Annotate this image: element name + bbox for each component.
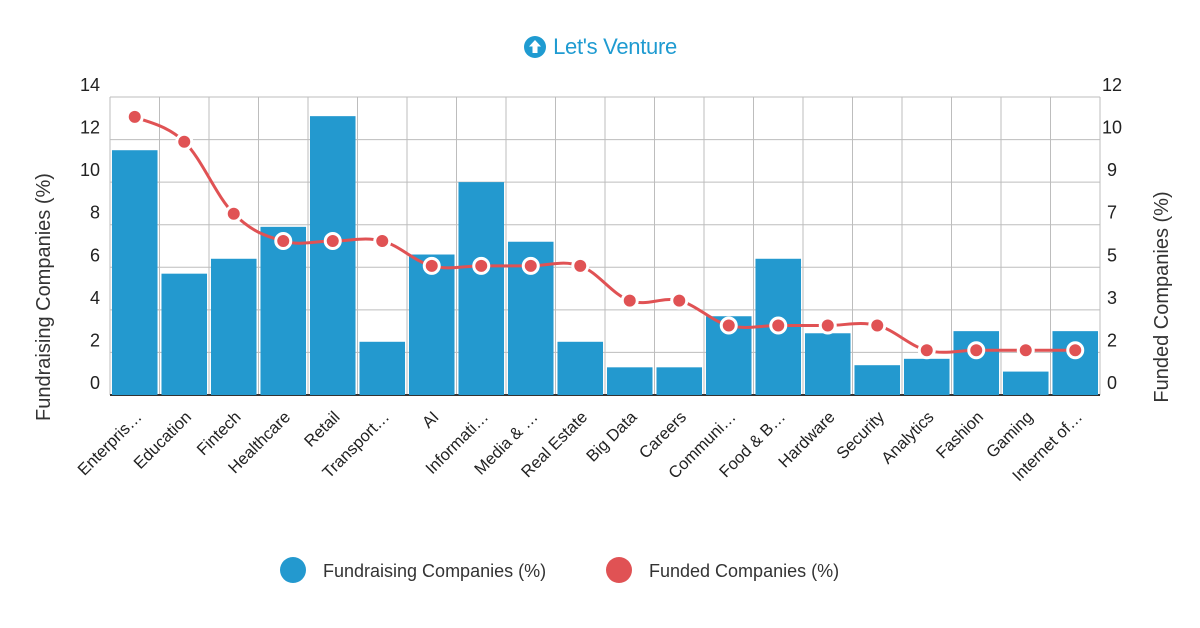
bar-fundraising xyxy=(606,367,653,395)
funded-point xyxy=(373,232,392,251)
left-tick-label: 6 xyxy=(90,245,100,265)
up-arrow-logo-icon xyxy=(524,36,547,58)
bar-fundraising xyxy=(111,150,158,395)
legend-fundraising-label: Fundraising Companies (%) xyxy=(323,561,546,581)
category-label: Enterpris… xyxy=(74,408,145,479)
category-label: Big Data xyxy=(583,408,641,466)
right-tick-label: 12 xyxy=(1102,75,1122,95)
funded-point xyxy=(818,316,837,335)
left-tick-label: 14 xyxy=(80,75,100,95)
right-tick-label: 5 xyxy=(1107,245,1117,265)
funded-point xyxy=(521,256,540,275)
legend-funded-marker xyxy=(606,557,632,583)
bar-fundraising xyxy=(804,333,851,395)
bar-fundraising xyxy=(359,341,406,395)
bar-fundraising xyxy=(953,331,1000,395)
bar-fundraising xyxy=(854,365,901,395)
category-label: Fashion xyxy=(933,408,987,462)
gridlines xyxy=(109,96,1101,396)
bar-fundraising xyxy=(260,226,307,395)
right-tick-label: 2 xyxy=(1107,330,1117,350)
brand-logo: Let's Venture xyxy=(0,30,1200,64)
right-tick-label: 9 xyxy=(1107,160,1117,180)
funded-point xyxy=(1016,341,1035,360)
right-axis-ticks: 0 2 3 5 7 9 10 12 xyxy=(1102,75,1122,393)
bar-fundraising xyxy=(210,258,257,395)
right-tick-label: 10 xyxy=(1102,118,1122,138)
funded-point xyxy=(125,107,144,126)
bar-fundraising xyxy=(656,367,703,395)
right-tick-label: 7 xyxy=(1107,203,1117,223)
left-tick-label: 8 xyxy=(90,203,100,223)
funded-point xyxy=(422,256,441,275)
category-label: Analytics xyxy=(878,408,937,467)
left-axis-ticks: 0 2 4 6 8 10 12 14 xyxy=(80,75,100,393)
funded-point xyxy=(967,341,986,360)
left-tick-label: 12 xyxy=(80,118,100,138)
bar-fundraising xyxy=(1002,371,1049,395)
bar-fundraising xyxy=(408,254,455,395)
bar-fundraising xyxy=(309,116,356,396)
right-axis-title: Funded Companies (%) xyxy=(1151,191,1173,402)
funded-point xyxy=(769,316,788,335)
bar-fundraising xyxy=(161,273,208,395)
funded-point xyxy=(868,316,887,335)
funded-line xyxy=(125,107,1085,360)
funded-point xyxy=(274,232,293,251)
category-label: AI xyxy=(419,408,443,432)
logo-text: Let's Venture xyxy=(553,34,677,59)
bar-fundraising xyxy=(557,341,604,395)
legend: Fundraising Companies (%) Funded Compani… xyxy=(280,557,839,583)
legend-fundraising-marker xyxy=(280,557,306,583)
left-tick-label: 0 xyxy=(90,373,100,393)
bar-fundraising xyxy=(903,358,950,395)
bar-fundraising xyxy=(1052,331,1099,395)
legend-funded-label: Funded Companies (%) xyxy=(649,561,839,581)
left-tick-label: 10 xyxy=(80,160,100,180)
funded-point xyxy=(670,291,689,310)
right-tick-label: 0 xyxy=(1107,373,1117,393)
category-label: Retail xyxy=(301,408,344,451)
left-tick-label: 2 xyxy=(90,330,100,350)
funded-point xyxy=(719,316,738,335)
funded-point xyxy=(620,291,639,310)
bars xyxy=(111,116,1099,396)
left-axis-title: Fundraising Companies (%) xyxy=(33,173,55,421)
funded-point xyxy=(175,132,194,151)
funded-point xyxy=(571,256,590,275)
funded-point xyxy=(224,204,243,223)
funded-point xyxy=(323,232,342,251)
funded-point xyxy=(472,256,491,275)
bar-fundraising xyxy=(458,182,505,395)
funded-point xyxy=(917,341,936,360)
funded-point xyxy=(1066,341,1085,360)
left-tick-label: 4 xyxy=(90,288,100,308)
right-tick-label: 3 xyxy=(1107,288,1117,308)
